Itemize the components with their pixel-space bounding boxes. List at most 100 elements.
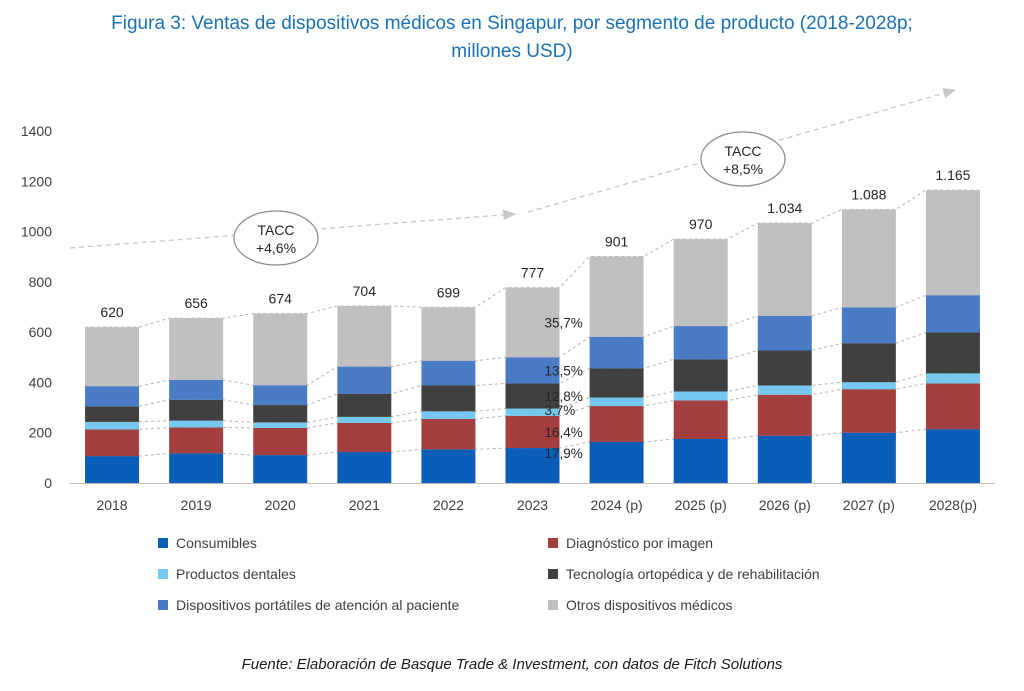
- bar-segment-diagnostico-por-imagen: [757, 394, 812, 436]
- bar-segment-productos-dentales: [757, 385, 812, 395]
- bar-segment-otros-dispositivos-medicos: [421, 307, 476, 361]
- total-label: 1.034: [767, 200, 802, 216]
- share-label: 13,5%: [545, 363, 583, 378]
- bar-segment-productos-dentales: [673, 391, 728, 401]
- share-label: 17,9%: [545, 446, 583, 461]
- total-label: 1.088: [851, 186, 886, 202]
- tacc-ellipse: [233, 210, 319, 266]
- bar-segment-dispositivos-portatiles-de-atencion-al-paciente: [757, 315, 812, 351]
- bar-segment-diagnostico-por-imagen: [505, 415, 560, 449]
- bar-segment-diagnostico-por-imagen: [673, 400, 728, 439]
- bar-segment-consumibles: [673, 439, 728, 483]
- bar-segment-tecnologia-ortopedica-y-de-rehabilitacion: [673, 359, 728, 392]
- bar-segment-dispositivos-portatiles-de-atencion-al-paciente: [505, 357, 560, 384]
- bar-segment-otros-dispositivos-medicos: [589, 256, 644, 337]
- total-label: 901: [605, 233, 629, 249]
- total-label: 970: [689, 216, 713, 232]
- y-tick-label: 200: [29, 425, 53, 441]
- y-tick-label: 600: [29, 324, 53, 340]
- x-tick-label: 2028(p): [929, 497, 977, 513]
- total-label: 1.165: [935, 167, 970, 183]
- bar-segment-tecnologia-ortopedica-y-de-rehabilitacion: [169, 399, 224, 421]
- bar-segment-dispositivos-portatiles-de-atencion-al-paciente: [253, 385, 308, 406]
- bar-segment-consumibles: [85, 456, 140, 483]
- bar-segment-productos-dentales: [421, 411, 476, 419]
- chart-title: Figura 3: Ventas de dispositivos médicos…: [0, 10, 1024, 66]
- x-tick-label: 2025 (p): [675, 497, 727, 513]
- x-tick-label: 2023: [517, 497, 548, 513]
- share-label: 12,8%: [545, 389, 583, 404]
- total-label: 699: [437, 284, 461, 300]
- bar-segment-diagnostico-por-imagen: [925, 383, 980, 430]
- bar-segment-diagnostico-por-imagen: [253, 427, 308, 456]
- trend-arrow-2023-2028: [527, 88, 957, 213]
- y-tick-label: 0: [44, 475, 52, 491]
- bar-segment-tecnologia-ortopedica-y-de-rehabilitacion: [253, 405, 308, 423]
- bar-segment-productos-dentales: [85, 421, 140, 430]
- bar-segment-consumibles: [253, 455, 308, 483]
- x-tick-label: 2021: [349, 497, 380, 513]
- bar-segment-diagnostico-por-imagen: [337, 422, 392, 453]
- bar-segment-tecnologia-ortopedica-y-de-rehabilitacion: [85, 406, 140, 422]
- tacc-text: +4,6%: [256, 240, 296, 256]
- bar-segment-tecnologia-ortopedica-y-de-rehabilitacion: [925, 332, 980, 374]
- y-tick-label: 1000: [21, 224, 52, 240]
- bar-segment-productos-dentales: [589, 397, 644, 407]
- bar-segment-productos-dentales: [169, 420, 224, 428]
- bar-segment-otros-dispositivos-medicos: [85, 327, 140, 387]
- x-tick-label: 2024 (p): [591, 497, 643, 513]
- total-label: 777: [521, 265, 545, 281]
- bar-segment-productos-dentales: [253, 422, 308, 428]
- bar-segment-tecnologia-ortopedica-y-de-rehabilitacion: [505, 383, 560, 409]
- bars: [85, 190, 980, 483]
- bar-segment-consumibles: [421, 449, 476, 483]
- bar-segment-dispositivos-portatiles-de-atencion-al-paciente: [337, 366, 392, 394]
- bar-segment-otros-dispositivos-medicos: [925, 190, 980, 296]
- y-tick-label: 800: [29, 274, 53, 290]
- bar-segment-consumibles: [169, 453, 224, 483]
- tacc-annotation: TACC +4,6%: [233, 210, 319, 266]
- x-tick-label: 2022: [433, 497, 464, 513]
- bar-segment-dispositivos-portatiles-de-atencion-al-paciente: [841, 307, 896, 344]
- x-tick-label: 2019: [181, 497, 212, 513]
- bar-segment-dispositivos-portatiles-de-atencion-al-paciente: [421, 360, 476, 386]
- segment-trend-line: [85, 372, 980, 423]
- bar-segment-otros-dispositivos-medicos: [841, 209, 896, 308]
- title-line-1: Figura 3: Ventas de dispositivos médicos…: [111, 13, 913, 34]
- bar-segment-dispositivos-portatiles-de-atencion-al-paciente: [589, 336, 644, 369]
- trend-arrow-2018-2023: [69, 209, 517, 249]
- bar-segment-consumibles: [841, 432, 896, 483]
- tacc-text: +8,5%: [723, 161, 763, 177]
- bar-segment-dispositivos-portatiles-de-atencion-al-paciente: [673, 326, 728, 360]
- tacc-ellipse: [700, 131, 786, 187]
- bar-segment-otros-dispositivos-medicos: [673, 239, 728, 327]
- source-note: Fuente: Elaboración de Basque Trade & In…: [241, 656, 783, 673]
- bar-segment-consumibles: [757, 435, 812, 483]
- bar-segment-diagnostico-por-imagen: [85, 429, 140, 457]
- x-tick-label: 2027 (p): [843, 497, 895, 513]
- bar-segment-otros-dispositivos-medicos: [505, 287, 560, 358]
- tacc-text: TACC: [724, 143, 761, 159]
- bar-segment-tecnologia-ortopedica-y-de-rehabilitacion: [421, 385, 476, 412]
- bar-segment-diagnostico-por-imagen: [841, 389, 896, 433]
- bar-segment-dispositivos-portatiles-de-atencion-al-paciente: [925, 295, 980, 333]
- bar-segment-diagnostico-por-imagen: [589, 406, 644, 443]
- x-tick-label: 2026 (p): [759, 497, 811, 513]
- tacc-annotation: TACC +8,5%: [700, 131, 786, 187]
- data-labels: 620 656 674 704 699 777 901 970 1.034 1.088 1.165 3…: [100, 131, 971, 461]
- bar-segment-consumibles: [925, 429, 980, 483]
- total-label: 620: [100, 304, 124, 320]
- share-label: 35,7%: [545, 315, 583, 330]
- bar-segment-consumibles: [337, 452, 392, 483]
- y-tick-label: 400: [29, 374, 53, 390]
- bar-segment-productos-dentales: [841, 382, 896, 390]
- bar-segment-tecnologia-ortopedica-y-de-rehabilitacion: [337, 393, 392, 417]
- bar-segment-otros-dispositivos-medicos: [337, 305, 392, 367]
- bar-segment-diagnostico-por-imagen: [421, 418, 476, 450]
- bar-segment-consumibles: [589, 442, 644, 483]
- share-label: 3,7%: [545, 403, 576, 418]
- bar-segment-tecnologia-ortopedica-y-de-rehabilitacion: [589, 368, 644, 398]
- total-label: 656: [184, 295, 208, 311]
- bar-segment-tecnologia-ortopedica-y-de-rehabilitacion: [841, 343, 896, 383]
